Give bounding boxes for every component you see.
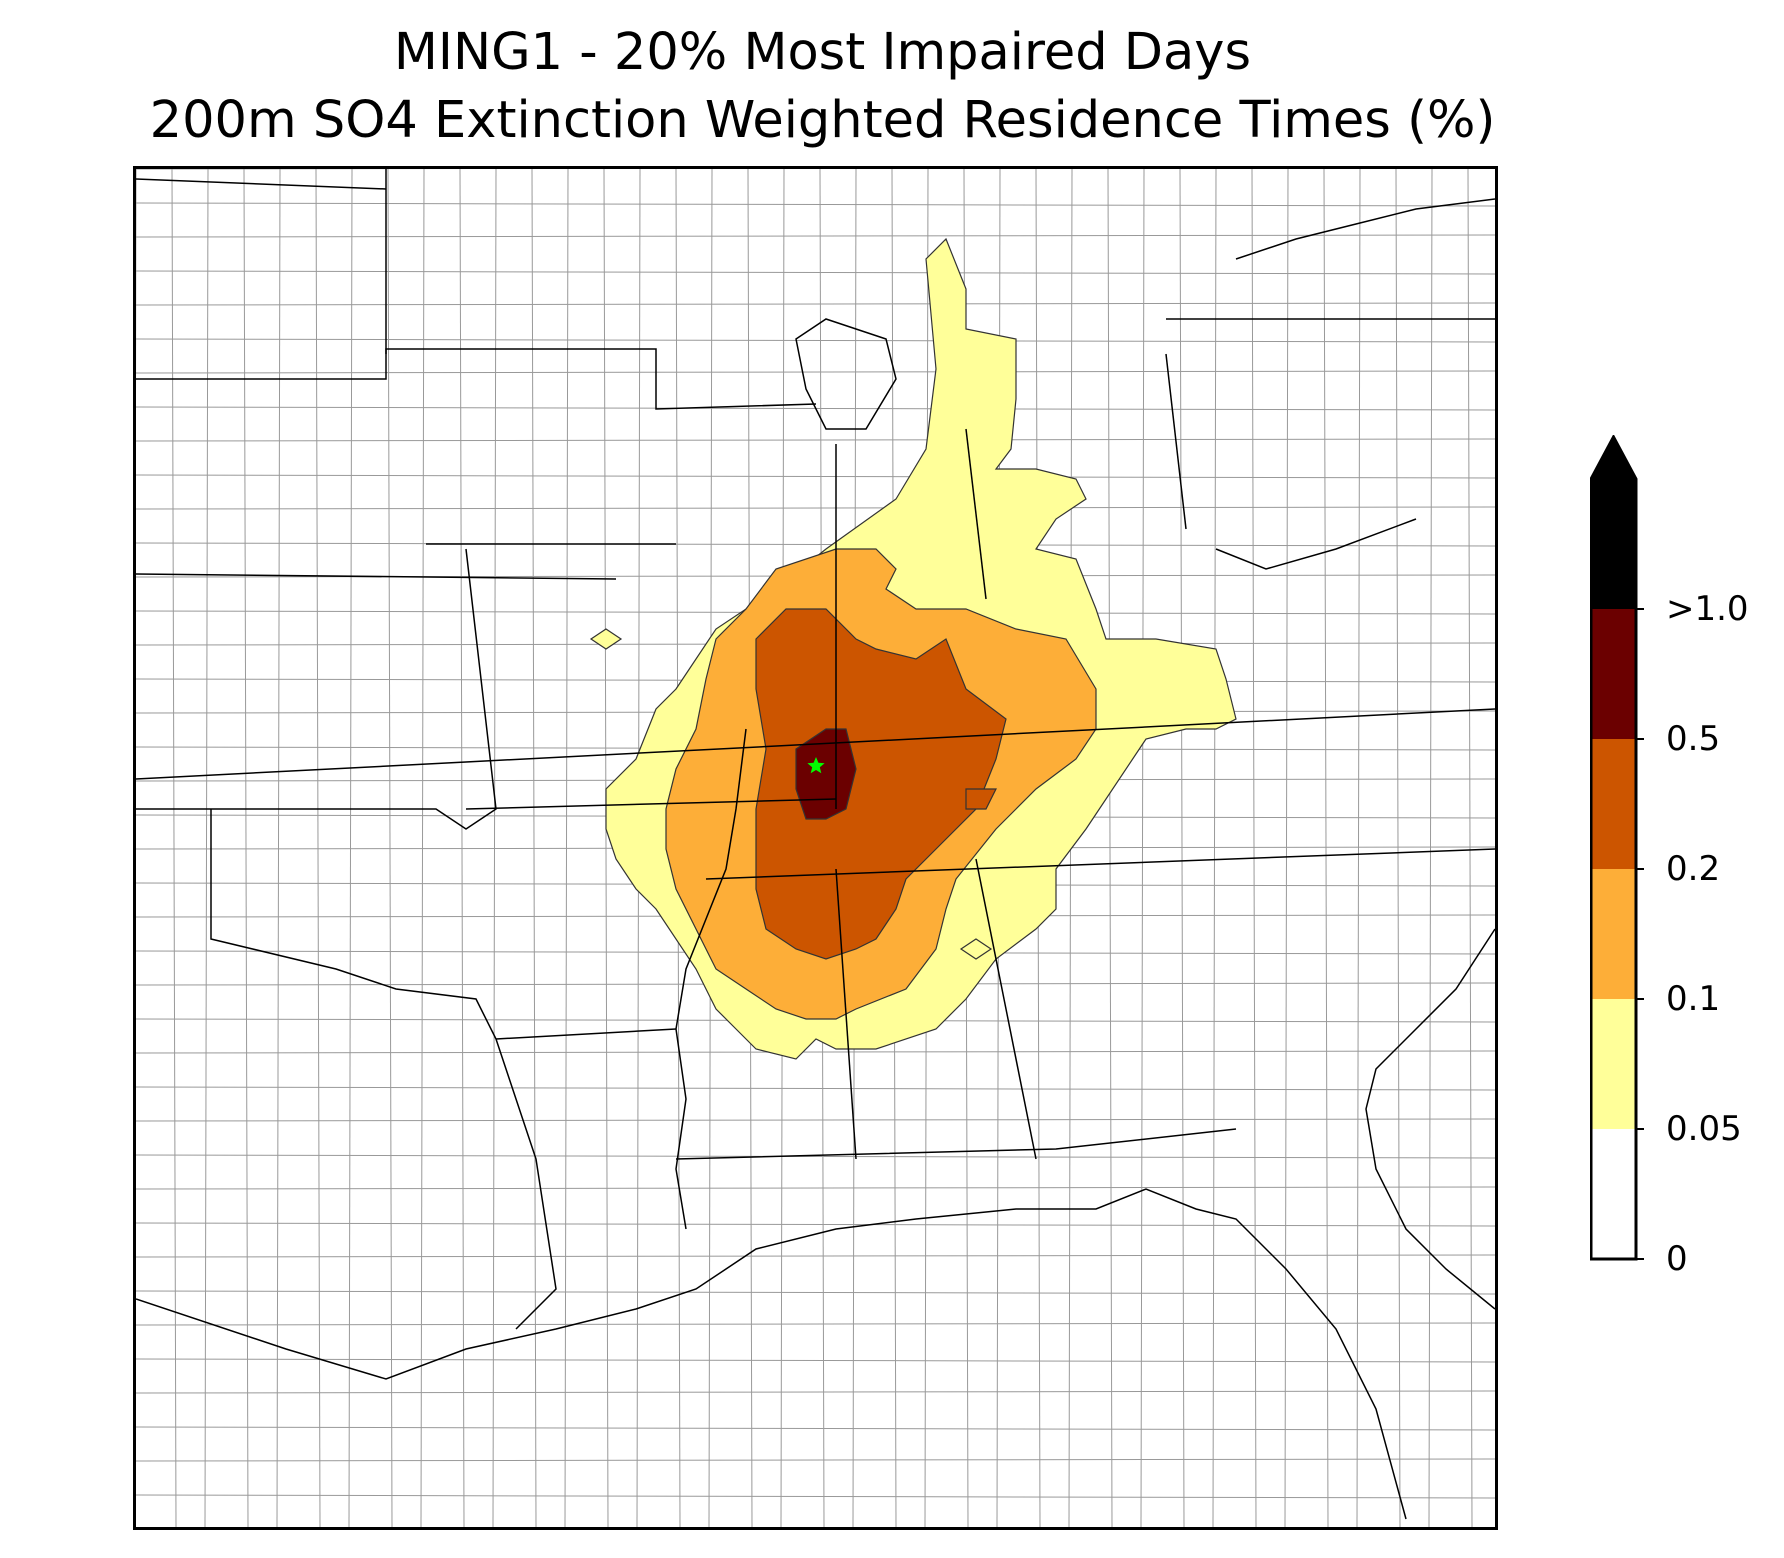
state-line-south-5 [675, 1128, 1237, 1160]
contour-0-5 [795, 728, 857, 820]
county-line [136, 1154, 1495, 1159]
state-line-south-3 [705, 848, 1495, 880]
county-line [136, 438, 1495, 442]
county-line [136, 474, 1495, 479]
county-line [459, 169, 465, 1527]
county-line [136, 1426, 1495, 1431]
county-line [136, 542, 1495, 547]
map-title-line2: 200m SO4 Extinction Weighted Residence T… [149, 91, 1496, 150]
colorbar-bins [1591, 437, 1636, 1259]
colorbar-label-gt-1-0: >1.0 [1666, 589, 1749, 629]
state-line-south-4 [495, 1028, 677, 1040]
colorbar-bin [1591, 739, 1636, 869]
county-line [136, 1222, 1495, 1227]
colorbar-bin [1591, 869, 1636, 999]
county-line [136, 1494, 1495, 1499]
county-line [1395, 169, 1401, 1527]
state-line-south-1 [136, 708, 1495, 780]
county-line [1179, 169, 1185, 1527]
coastline-atlantic [1365, 928, 1495, 1310]
county-line [136, 202, 1495, 207]
colorbar-bin [1591, 609, 1636, 739]
state-line-west-2 [495, 1038, 557, 1330]
colorbar [1589, 433, 1650, 1269]
state-line-north-1 [136, 348, 817, 410]
county-line [136, 1458, 1495, 1462]
county-line [136, 1186, 1495, 1190]
county-line [171, 169, 177, 1527]
river-mississippi [675, 728, 747, 1230]
state-line-mid-1 [136, 573, 617, 580]
map-panel [133, 166, 1498, 1530]
state-line-vert-5 [1165, 353, 1187, 530]
coastline-gulf [136, 1188, 1407, 1520]
map-title-line1: MING1 - 20% Most Impaired Days [393, 23, 1252, 82]
county-line [136, 506, 1495, 510]
county-line [136, 270, 1495, 275]
county-line [136, 338, 1495, 343]
county-line [136, 1322, 1495, 1326]
county-line [1212, 169, 1217, 1527]
county-line [276, 169, 281, 1527]
colorbar-label-0-1: 0.1 [1666, 979, 1721, 1019]
state-line-vert-3 [975, 858, 1037, 1160]
state-boundaries [136, 169, 1495, 1520]
county-line [136, 1118, 1495, 1122]
county-line [348, 169, 353, 1527]
state-line-vert-2 [835, 868, 857, 1160]
colorbar-bin [1591, 1129, 1636, 1259]
colorbar-ticks [1636, 608, 1644, 1260]
state-line-great-lakes [1235, 198, 1495, 260]
county-line [1323, 169, 1329, 1527]
colorbar-label-0: 0 [1666, 1239, 1688, 1279]
county-line [243, 169, 249, 1527]
site-marker-ming1 [807, 757, 825, 774]
state-line-west-1 [210, 809, 497, 1040]
county-line [315, 169, 321, 1527]
county-line [136, 1390, 1495, 1394]
county-line [1467, 169, 1473, 1527]
county-line [136, 1358, 1495, 1363]
county-line [136, 1086, 1495, 1091]
county-line [136, 302, 1495, 306]
colorbar-label-0-2: 0.2 [1666, 849, 1721, 889]
colorbar-graphic [1589, 433, 1644, 1261]
colorbar-bin [1591, 479, 1636, 609]
site-star-icon [807, 757, 825, 774]
colorbar-extend-arrow [1591, 437, 1636, 479]
county-line [1428, 169, 1433, 1527]
county-line [1251, 169, 1257, 1527]
state-line-vert-4 [965, 428, 987, 600]
colorbar-bin [1591, 999, 1636, 1129]
contour-0-2-patch [965, 788, 997, 810]
county-line [136, 1290, 1495, 1295]
colorbar-label-0-05: 0.05 [1666, 1109, 1742, 1149]
county-line [136, 234, 1495, 238]
state-line-east-1 [1215, 518, 1417, 570]
contour-0-05-patch-2 [959, 938, 993, 960]
colorbar-outline [1589, 433, 1638, 1261]
state-line-south-2 [465, 798, 837, 810]
county-line [420, 169, 425, 1527]
county-line [204, 169, 209, 1527]
county-line [136, 1050, 1495, 1054]
contour-0-2 [755, 608, 1007, 960]
contour-0-05-patch-1 [589, 628, 623, 650]
state-line-mid-3 [136, 548, 497, 830]
state-line-north-3 [136, 178, 387, 190]
colorbar-label-0-5: 0.5 [1666, 719, 1721, 759]
county-line [1284, 169, 1289, 1527]
county-line [136, 370, 1495, 374]
county-line [1356, 169, 1361, 1527]
county-line [387, 169, 393, 1527]
map-canvas [136, 169, 1495, 1527]
residence-time-contours [589, 237, 1237, 1060]
county-line [136, 1254, 1495, 1258]
lake-michigan [795, 318, 897, 430]
county-boundaries [136, 169, 1495, 1527]
